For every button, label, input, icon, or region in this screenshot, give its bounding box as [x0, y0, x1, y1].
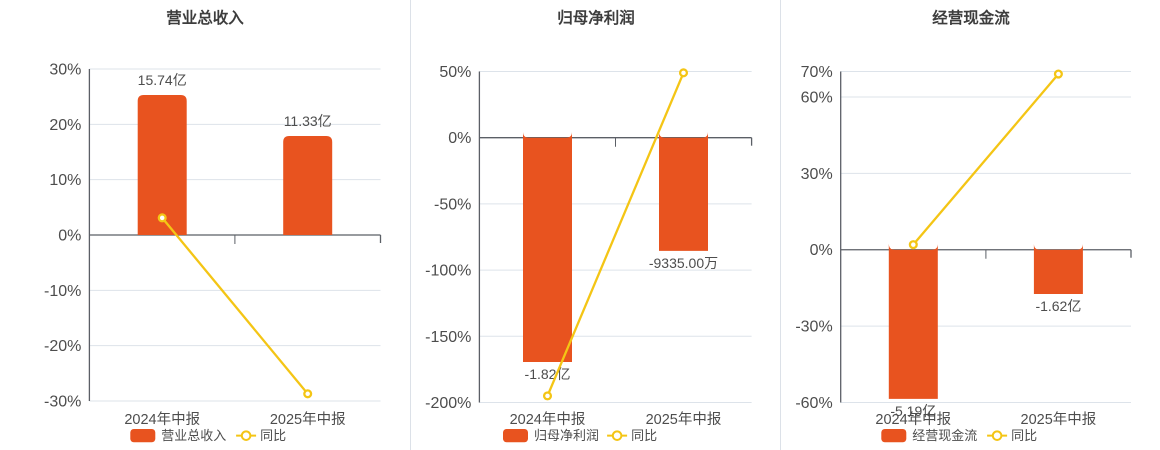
svg-text:-10%: -10% — [44, 283, 81, 300]
svg-text:同比: 同比 — [631, 428, 657, 443]
svg-text:20%: 20% — [49, 117, 81, 134]
svg-text:-1.62亿: -1.62亿 — [1035, 298, 1081, 314]
svg-text:-1.82亿: -1.82亿 — [525, 366, 571, 382]
svg-text:-50%: -50% — [434, 196, 471, 213]
svg-text:营业总收入: 营业总收入 — [166, 8, 244, 27]
svg-text:营业总收入: 营业总收入 — [161, 428, 226, 443]
svg-text:-200%: -200% — [425, 395, 471, 412]
svg-text:-60%: -60% — [795, 395, 832, 412]
svg-text:-20%: -20% — [44, 338, 81, 355]
svg-text:2024年中报: 2024年中报 — [875, 411, 951, 428]
svg-text:2024年中报: 2024年中报 — [124, 411, 200, 428]
svg-text:-30%: -30% — [795, 319, 832, 336]
svg-text:60%: 60% — [801, 90, 833, 107]
svg-text:归母净利润: 归母净利润 — [557, 8, 635, 27]
svg-text:2024年中报: 2024年中报 — [510, 411, 586, 428]
svg-text:0%: 0% — [448, 130, 471, 147]
svg-text:-150%: -150% — [425, 329, 471, 346]
svg-text:0%: 0% — [810, 242, 833, 259]
svg-text:归母净利润: 归母净利润 — [534, 428, 599, 443]
svg-text:2025年中报: 2025年中报 — [1021, 411, 1097, 428]
svg-text:10%: 10% — [49, 172, 81, 189]
svg-text:0%: 0% — [58, 228, 81, 245]
svg-text:-9335.00万: -9335.00万 — [649, 255, 718, 271]
svg-text:30%: 30% — [801, 166, 833, 183]
svg-text:15.74亿: 15.74亿 — [138, 72, 187, 88]
svg-text:经营现金流: 经营现金流 — [912, 428, 977, 443]
svg-text:2025年中报: 2025年中报 — [270, 411, 346, 428]
svg-text:11.33亿: 11.33亿 — [284, 113, 332, 129]
svg-text:50%: 50% — [439, 64, 471, 81]
svg-text:同比: 同比 — [260, 428, 286, 443]
svg-text:70%: 70% — [801, 64, 833, 81]
svg-text:2025年中报: 2025年中报 — [646, 411, 722, 428]
svg-text:经营现金流: 经营现金流 — [932, 8, 1010, 27]
svg-text:同比: 同比 — [1011, 428, 1037, 443]
svg-text:-30%: -30% — [44, 394, 81, 411]
svg-text:30%: 30% — [49, 62, 81, 79]
svg-text:-100%: -100% — [425, 263, 471, 280]
